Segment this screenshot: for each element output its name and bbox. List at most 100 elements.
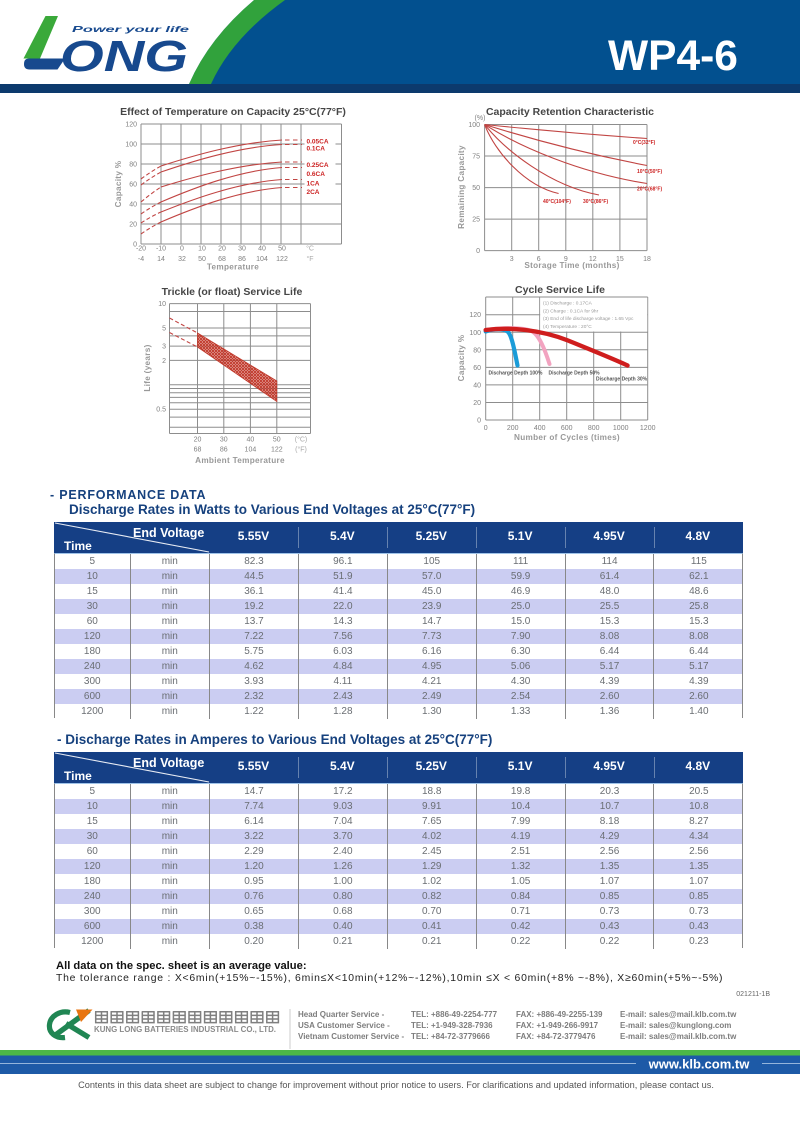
svg-text:(4) Temperature : 20°C: (4) Temperature : 20°C — [543, 324, 592, 330]
svg-text:122: 122 — [271, 447, 283, 454]
svg-text:0.5: 0.5 — [156, 407, 166, 414]
svg-text:E-mail: sales@mail.klb.com.tw: E-mail: sales@mail.klb.com.tw — [620, 1010, 737, 1019]
svg-text:40°C(104°F): 40°C(104°F) — [543, 199, 571, 205]
svg-text:Vietnam Customer Service -: Vietnam Customer Service - — [298, 1032, 404, 1041]
svg-text:Power your life: Power your life — [72, 24, 190, 34]
svg-text:20: 20 — [194, 437, 202, 444]
svg-text:400: 400 — [534, 425, 546, 432]
svg-text:50: 50 — [472, 185, 480, 192]
svg-text:-20: -20 — [136, 246, 146, 253]
svg-text:TEL: +886-49-2254-777: TEL: +886-49-2254-777 — [411, 1010, 498, 1019]
svg-text:KUNG LONG BATTERIES INDUSTRIAL: KUNG LONG BATTERIES INDUSTRIAL CO., LTD. — [94, 1025, 276, 1034]
svg-text:200: 200 — [507, 425, 519, 432]
svg-text:Discharge Depth 50%: Discharge Depth 50% — [549, 371, 601, 377]
svg-text:Effect of Temperature on Capac: Effect of Temperature on Capacity 25°C(7… — [120, 106, 346, 118]
svg-text:104: 104 — [245, 447, 257, 454]
svg-text:10: 10 — [158, 301, 166, 308]
svg-text:1000: 1000 — [613, 425, 629, 432]
svg-text:(°F): (°F) — [295, 446, 307, 454]
svg-text:120: 120 — [125, 122, 137, 129]
svg-text:32: 32 — [178, 256, 186, 263]
svg-text:1CA: 1CA — [307, 181, 320, 188]
svg-text:Temperature: Temperature — [207, 263, 259, 272]
svg-text:80: 80 — [129, 162, 137, 169]
svg-text:TEL: +1-949-328-7936: TEL: +1-949-328-7936 — [411, 1021, 493, 1030]
svg-text:20°C(68°F): 20°C(68°F) — [637, 187, 662, 193]
svg-text:0.6CA: 0.6CA — [307, 171, 326, 178]
svg-text:0: 0 — [476, 248, 480, 255]
svg-text:68: 68 — [218, 256, 226, 263]
svg-text:E-mail: sales@mail.klb.com.tw: E-mail: sales@mail.klb.com.tw — [620, 1032, 737, 1041]
svg-text:(1) Discharge : 0.17CA: (1) Discharge : 0.17CA — [543, 301, 593, 307]
svg-text:68: 68 — [194, 447, 202, 454]
svg-text:FAX: +886-49-2255-139: FAX: +886-49-2255-139 — [516, 1010, 603, 1019]
svg-text:0: 0 — [180, 246, 184, 253]
svg-text:30: 30 — [220, 437, 228, 444]
svg-text:30°C(86°F): 30°C(86°F) — [583, 199, 608, 205]
svg-text:Capacity Retention Characteris: Capacity Retention Characteristic — [486, 106, 654, 118]
svg-text:40: 40 — [258, 246, 266, 253]
svg-text:120: 120 — [469, 312, 481, 319]
svg-text:TEL: +84-72-3779666: TEL: +84-72-3779666 — [411, 1032, 490, 1041]
svg-text:86: 86 — [238, 256, 246, 263]
svg-text:3: 3 — [510, 256, 514, 263]
svg-text:Capacity %: Capacity % — [457, 334, 466, 381]
svg-text:86: 86 — [220, 447, 228, 454]
svg-text:Capacity %: Capacity % — [114, 160, 123, 207]
svg-text:18: 18 — [643, 256, 651, 263]
svg-text:(2) Charge : 0.1CA for 9hr: (2) Charge : 0.1CA for 9hr — [543, 308, 599, 314]
svg-text:FAX: +84-72-3779476: FAX: +84-72-3779476 — [516, 1032, 596, 1041]
svg-text:°F: °F — [306, 255, 313, 263]
svg-text:40: 40 — [473, 382, 481, 389]
svg-text:50: 50 — [278, 246, 286, 253]
svg-text:0: 0 — [484, 425, 488, 432]
svg-text:Head Quarter Service -: Head Quarter Service - — [298, 1010, 385, 1019]
svg-text:40: 40 — [247, 437, 255, 444]
svg-text:0.1CA: 0.1CA — [307, 146, 326, 153]
svg-text:25: 25 — [472, 217, 480, 224]
svg-text:2: 2 — [162, 358, 166, 365]
svg-text:20: 20 — [218, 246, 226, 253]
svg-text:Trickle (or float) Service Lif: Trickle (or float) Service Life — [162, 286, 303, 298]
svg-text:Discharge Depth 100%: Discharge Depth 100% — [489, 371, 543, 377]
svg-text:5: 5 — [162, 326, 166, 333]
svg-text:Life (years): Life (years) — [143, 344, 152, 391]
svg-text:12: 12 — [589, 256, 597, 263]
svg-text:15: 15 — [616, 256, 624, 263]
svg-text:14: 14 — [157, 256, 165, 263]
svg-text:-4: -4 — [138, 256, 144, 263]
svg-text:60: 60 — [473, 365, 481, 372]
svg-text:0°C(32°F): 0°C(32°F) — [633, 140, 656, 146]
svg-text:WP4-6: WP4-6 — [608, 33, 738, 80]
svg-text:104: 104 — [256, 256, 268, 263]
svg-text:USA Customer Service -: USA Customer Service - — [298, 1021, 390, 1030]
svg-text:6: 6 — [537, 256, 541, 263]
svg-text:0: 0 — [133, 242, 137, 249]
svg-text:°C: °C — [306, 245, 314, 253]
svg-text:3: 3 — [162, 344, 166, 351]
svg-text:10: 10 — [198, 246, 206, 253]
svg-text:Number of Cycles (times): Number of Cycles (times) — [514, 433, 620, 442]
svg-text:2CA: 2CA — [307, 189, 320, 196]
svg-text:-10: -10 — [156, 246, 166, 253]
svg-text:20: 20 — [473, 400, 481, 407]
svg-text:100: 100 — [469, 330, 481, 337]
svg-text:E-mail: sales@kunglong.com: E-mail: sales@kunglong.com — [620, 1021, 731, 1030]
svg-text:0.25CA: 0.25CA — [307, 162, 329, 169]
svg-text:80: 80 — [473, 347, 481, 354]
svg-text:(%): (%) — [475, 115, 486, 122]
svg-text:ONG: ONG — [60, 32, 188, 81]
svg-text:75: 75 — [472, 154, 480, 161]
svg-text:0: 0 — [477, 418, 481, 425]
svg-text:100: 100 — [468, 122, 480, 129]
svg-text:50: 50 — [198, 256, 206, 263]
svg-text:10°C(50°F): 10°C(50°F) — [637, 169, 662, 175]
svg-text:0.05CA: 0.05CA — [307, 139, 329, 146]
svg-text:100: 100 — [125, 142, 137, 149]
svg-text:www.klb.com.tw: www.klb.com.tw — [648, 1057, 751, 1072]
svg-text:40: 40 — [129, 202, 137, 209]
svg-text:(3) End of life discharge volt: (3) End of life discharge voltage : 1.65… — [543, 316, 634, 322]
svg-text:Discharge Depth 30%: Discharge Depth 30% — [596, 377, 648, 383]
svg-text:122: 122 — [276, 256, 288, 263]
svg-text:30: 30 — [238, 246, 246, 253]
